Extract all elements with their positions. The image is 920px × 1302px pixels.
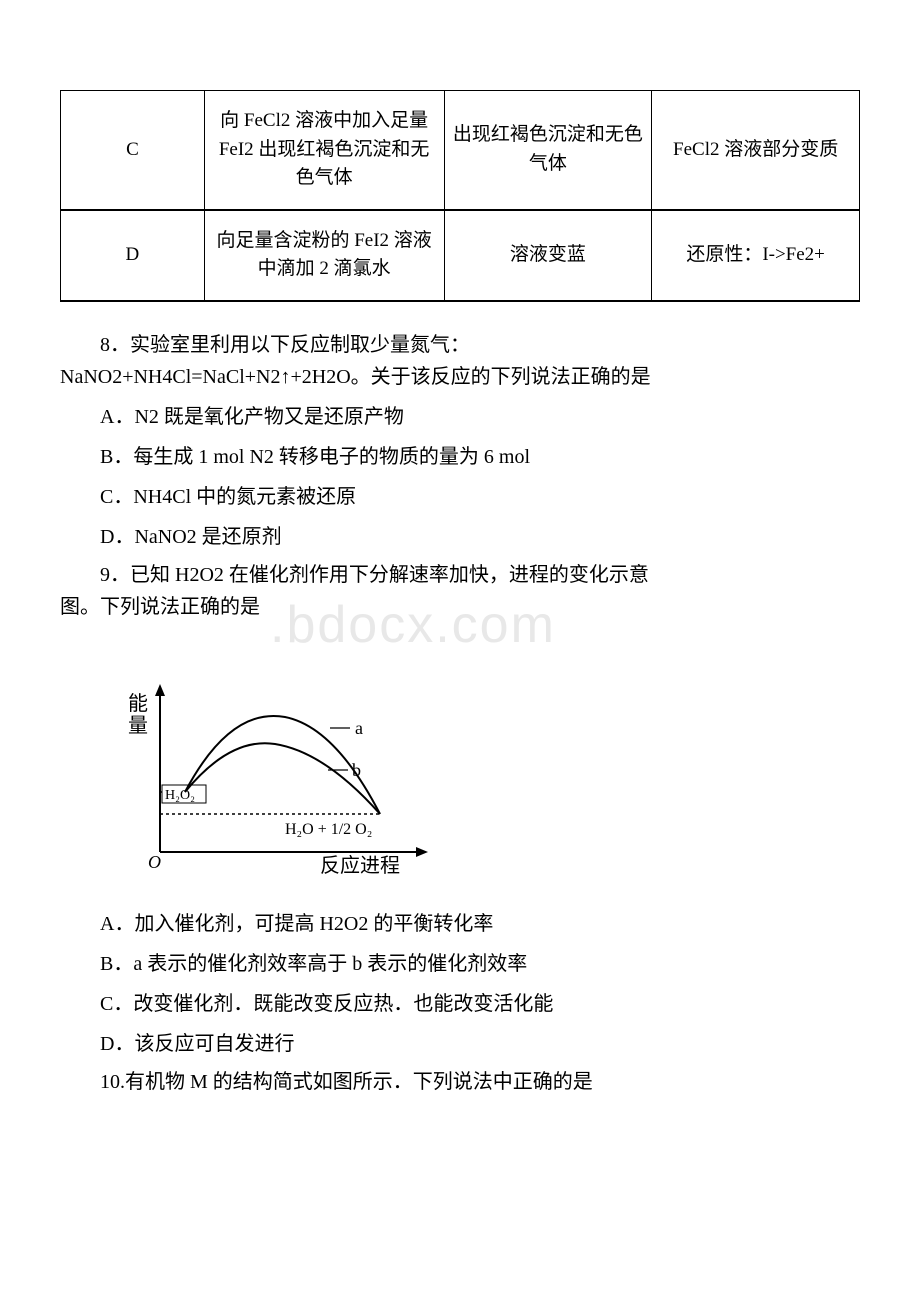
curve-a — [185, 715, 380, 813]
cell-phenomenon-c: 出现红褐色沉淀和无色气体 — [444, 91, 652, 210]
cell-label-c: C — [61, 91, 205, 210]
q9-option-d: D．该反应可自发进行 — [60, 1029, 860, 1059]
curve-a-label: a — [355, 718, 363, 738]
q8-option-d: D．NaNO2 是还原剂 — [60, 522, 860, 552]
y-axis-label-2: 量 — [128, 715, 148, 737]
table-row: D 向足量含淀粉的 FeI2 溶液中滴加 2 滴氯水 溶液变蓝 还原性：I->F… — [61, 210, 860, 300]
cell-experiment-c: 向 FeCl2 溶液中加入足量FeI2 出现红褐色沉淀和无色气体 — [204, 91, 444, 210]
q8-option-a: A．N2 既是氧化产物又是还原产物 — [60, 402, 860, 432]
experiment-table: C 向 FeCl2 溶液中加入足量FeI2 出现红褐色沉淀和无色气体 出现红褐色… — [60, 90, 860, 302]
q9-option-c: C．改变催化剂．既能改变反应热．也能改变活化能 — [60, 989, 860, 1019]
q8-stem-line2: NaNO2+NH4Cl=NaCl+N2↑+2H2O。关于该反应的下列说法正确的是 — [60, 362, 860, 392]
cell-experiment-d: 向足量含淀粉的 FeI2 溶液中滴加 2 滴氯水 — [204, 210, 444, 300]
x-axis-label: 反应进程 — [320, 854, 400, 877]
cell-conclusion-d: 还原性：I->Fe2+ — [652, 210, 860, 300]
q9-option-b: B．a 表示的催化剂效率高于 b 表示的催化剂效率 — [60, 949, 860, 979]
q8-stem-line1: 8．实验室里利用以下反应制取少量氮气： — [60, 330, 860, 360]
q9-option-a: A．加入催化剂，可提高 H2O2 的平衡转化率 — [60, 909, 860, 939]
y-axis-label-1: 能 — [128, 692, 148, 715]
cell-label-d: D — [61, 210, 205, 300]
cell-conclusion-c: FeCl2 溶液部分变质 — [652, 91, 860, 210]
q9-stem-line1: 9．已知 H2O2 在催化剂作用下分解速率加快，进程的变化示意 — [60, 560, 860, 590]
q8-option-b: B．每生成 1 mol N2 转移电子的物质的量为 6 mol — [60, 442, 860, 472]
q9-stem-line2: 图。下列说法正确的是 — [60, 592, 860, 622]
h2o2-label: H₂O₂ — [165, 788, 195, 803]
cell-phenomenon-d: 溶液变蓝 — [444, 210, 652, 300]
curve-b-label: b — [352, 760, 361, 780]
energy-diagram: 能 量 H₂O₂ a b H₂O + 1/2 O₂ 反应进程 O — [120, 672, 860, 891]
origin-label: O — [148, 852, 161, 872]
x-axis-arrow — [416, 847, 428, 857]
curve-b — [185, 743, 380, 814]
products-label: H₂O + 1/2 O₂ — [285, 821, 372, 838]
table-row-spacer — [61, 300, 860, 301]
q10-stem: 10.有机物 M 的结构简式如图所示．下列说法中正确的是 — [60, 1067, 860, 1097]
y-axis-arrow — [155, 684, 165, 696]
q8-option-c: C．NH4Cl 中的氮元素被还原 — [60, 482, 860, 512]
table-row: C 向 FeCl2 溶液中加入足量FeI2 出现红褐色沉淀和无色气体 出现红褐色… — [61, 91, 860, 210]
